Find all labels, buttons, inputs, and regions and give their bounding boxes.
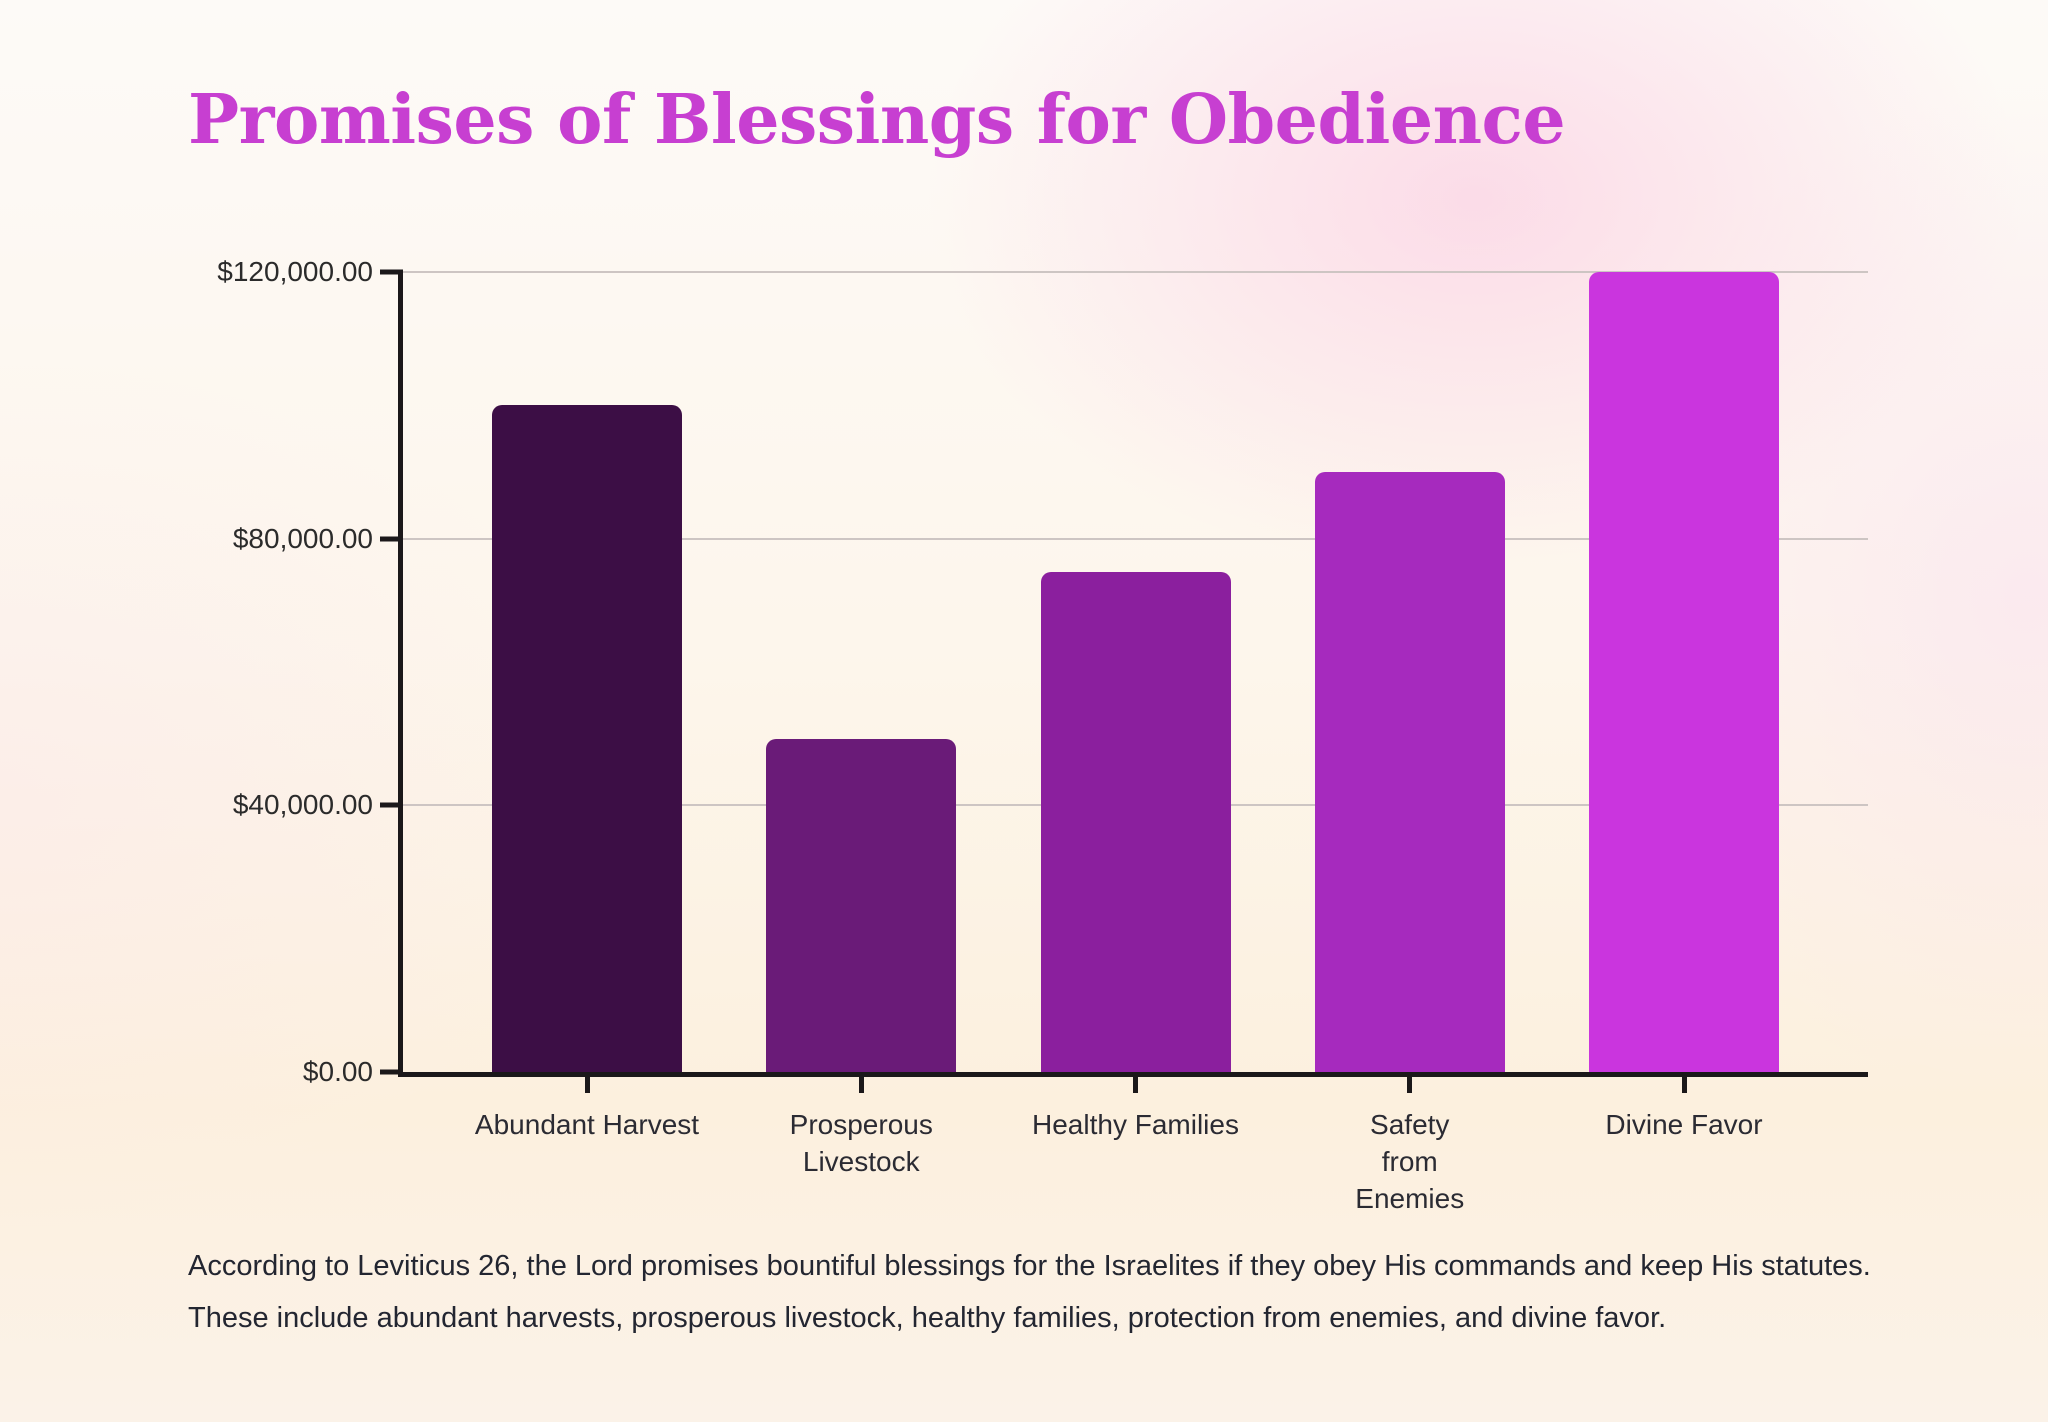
x-axis-label-safety-from-enemies: Safety from Enemies <box>1355 1109 1465 1214</box>
bar-slot-prosperous-livestock <box>724 272 998 1072</box>
y-axis-tick-120000 <box>380 269 403 275</box>
bar-slot-safety-from-enemies <box>1273 272 1547 1072</box>
x-label-slot-safety-from-enemies: Safety from Enemies <box>1273 1077 1547 1217</box>
x-axis-tick-abundant-harvest <box>584 1077 590 1093</box>
x-axis-label-divine-favor: Divine Favor <box>1605 1109 1763 1140</box>
x-labels-row: Abundant Harvest Prosperous Livestock Heal… <box>403 1077 1868 1217</box>
y-axis-tick-40000 <box>380 802 403 808</box>
caption: According to Leviticus 26, the Lord prom… <box>188 1240 1908 1344</box>
bar-healthy-families <box>1040 572 1231 1072</box>
y-axis-label-120000: $120,000.00 <box>217 256 373 287</box>
bar-slot-abundant-harvest <box>450 272 724 1072</box>
bar-slot-healthy-families <box>999 272 1273 1072</box>
bars-row <box>403 272 1868 1072</box>
y-axis-tick-0 <box>380 1069 403 1075</box>
x-axis-tick-divine-favor <box>1681 1077 1687 1093</box>
bar-divine-favor <box>1589 272 1779 1072</box>
x-axis-tick-prosperous-livestock <box>858 1077 864 1093</box>
x-label-slot-healthy-families: Healthy Families <box>999 1077 1273 1217</box>
y-axis-label-80000: $80,000.00 <box>232 522 373 554</box>
gridline-120000 <box>403 271 1868 273</box>
caption-line-2: These include abundant harvests, prosper… <box>188 1302 1667 1334</box>
gridline-80000 <box>403 537 1868 540</box>
page-title: Promises of Blessings for Obedience <box>188 80 1566 160</box>
x-axis-label-healthy-families: Healthy Families <box>1032 1109 1239 1140</box>
x-axis-label-prosperous-livestock: Prosperous Livestock <box>789 1109 933 1177</box>
bar-safety-from-enemies <box>1314 472 1505 1072</box>
bar-abundant-harvest <box>492 405 682 1072</box>
x-axis-tick-safety-from-enemies <box>1407 1077 1413 1093</box>
plot-area: Abundant Harvest Prosperous Livestock Heal… <box>217 256 1868 1214</box>
bar-prosperous-livestock <box>766 738 957 1072</box>
caption-line-1: According to Leviticus 26, the Lord prom… <box>188 1250 1871 1282</box>
y-axis-label-0: $0.00 <box>302 1056 373 1087</box>
bar-slot-divine-favor <box>1547 272 1821 1072</box>
x-axis-tick-healthy-families <box>1133 1077 1138 1093</box>
x-axis-label-abundant-harvest: Abundant Harvest <box>474 1109 700 1140</box>
y-axis-label-40000: $40,000.00 <box>232 789 373 821</box>
x-label-slot-divine-favor: Divine Favor <box>1547 1077 1821 1217</box>
x-label-slot-prosperous-livestock: Prosperous Livestock <box>724 1077 998 1217</box>
x-label-slot-abundant-harvest: Abundant Harvest <box>450 1077 724 1217</box>
y-axis-tick-80000 <box>380 536 403 542</box>
